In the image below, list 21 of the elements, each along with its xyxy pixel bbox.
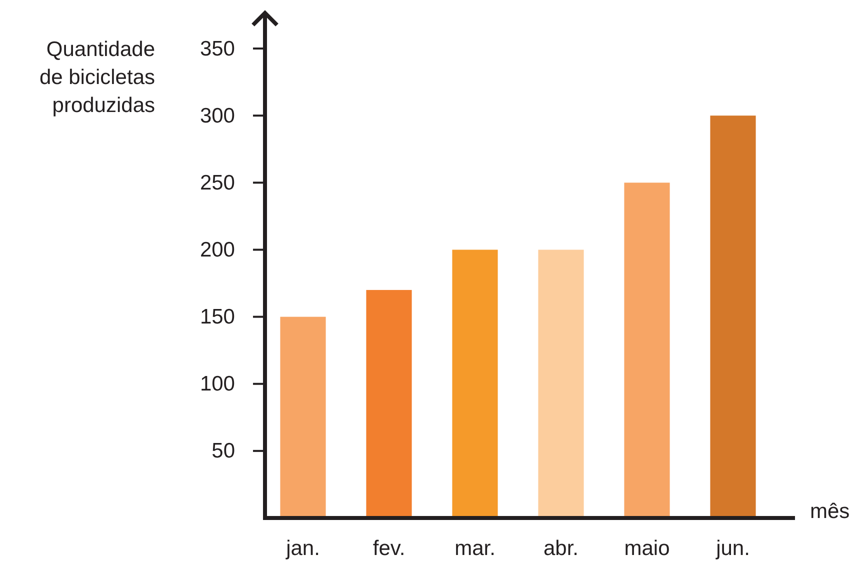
x-tick-label: fev. bbox=[372, 536, 406, 560]
bar bbox=[624, 182, 670, 518]
y-tick-label: 350 bbox=[200, 37, 235, 60]
x-tick-label: abr. bbox=[543, 536, 579, 560]
x-tick-label: mar. bbox=[454, 536, 496, 560]
x-tick-label: jan. bbox=[285, 536, 320, 560]
bar bbox=[538, 250, 584, 518]
y-tick-label: 200 bbox=[200, 238, 235, 262]
y-tick-label: 300 bbox=[200, 104, 235, 128]
x-axis-title: mês bbox=[810, 500, 850, 523]
bar bbox=[710, 116, 756, 518]
bar bbox=[366, 290, 412, 518]
y-tick-label: 100 bbox=[200, 372, 235, 396]
y-tick-label: 150 bbox=[200, 306, 235, 329]
bar bbox=[452, 250, 498, 518]
y-tick-label: 250 bbox=[200, 171, 235, 194]
x-tick-label: maio bbox=[624, 536, 670, 560]
y-tick-label: 50 bbox=[212, 440, 235, 463]
x-tick-label: jun. bbox=[715, 536, 750, 560]
bar bbox=[280, 316, 326, 518]
y-axis-title: Quantidade de bicicletas produzidas bbox=[39, 38, 155, 117]
